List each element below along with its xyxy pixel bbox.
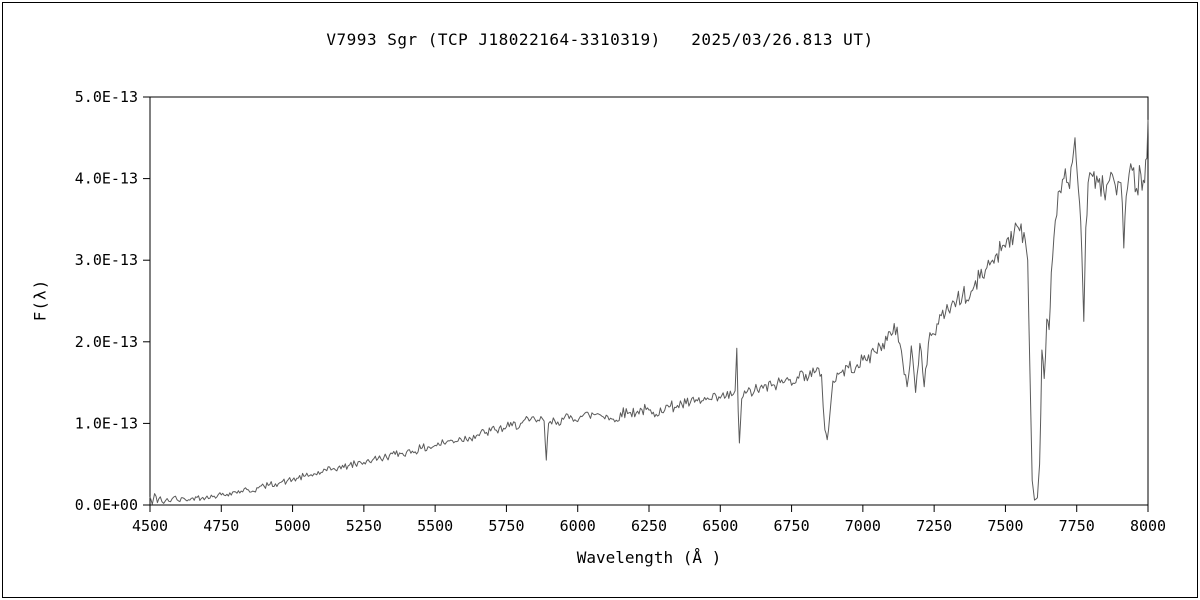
x-tick-label: 5750 bbox=[488, 517, 524, 535]
x-tick-label: 6500 bbox=[702, 517, 738, 535]
x-tick-label: 7500 bbox=[987, 517, 1023, 535]
x-tick-label: 6250 bbox=[631, 517, 667, 535]
plot-border bbox=[149, 96, 1149, 506]
x-tick-label: 6750 bbox=[774, 517, 810, 535]
x-tick-label: 4750 bbox=[203, 517, 239, 535]
spectrum-line bbox=[149, 119, 1149, 505]
y-tick-label: 1.0E-13 bbox=[75, 414, 138, 432]
x-tick-label: 7000 bbox=[845, 517, 881, 535]
x-tick-label: 7750 bbox=[1059, 517, 1095, 535]
y-tick-label: 4.0E-13 bbox=[75, 170, 138, 188]
x-tick-label: 4500 bbox=[132, 517, 168, 535]
chart-title: V7993 Sgr (TCP J18022164-3310319) 2025/0… bbox=[326, 30, 874, 49]
x-tick-label: 5250 bbox=[346, 517, 382, 535]
x-tick-label: 6000 bbox=[560, 517, 596, 535]
y-tick-label: 2.0E-13 bbox=[75, 333, 138, 351]
x-tick-label: 8000 bbox=[1130, 517, 1166, 535]
y-tick-label: 0.0E+00 bbox=[75, 496, 138, 514]
y-tick-label: 5.0E-13 bbox=[75, 88, 138, 106]
x-tick-label: 7250 bbox=[916, 517, 952, 535]
x-axis-label: Wavelength (Å ) bbox=[576, 548, 722, 567]
x-tick-label: 5000 bbox=[275, 517, 311, 535]
x-tick-label: 5500 bbox=[417, 517, 453, 535]
y-tick-label: 3.0E-13 bbox=[75, 251, 138, 269]
